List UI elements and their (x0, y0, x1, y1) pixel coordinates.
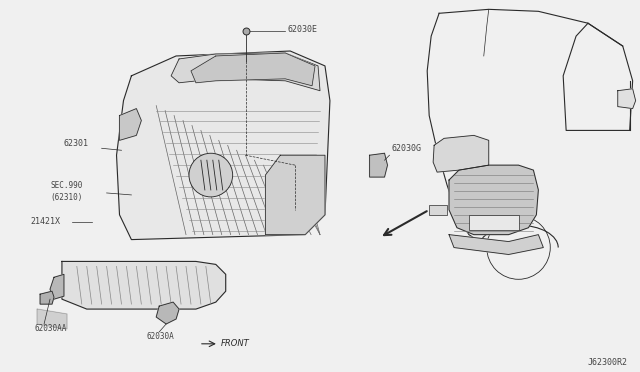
Bar (469, 215, 518, 230)
Polygon shape (62, 262, 226, 309)
Bar (429, 205, 447, 215)
Text: SEC.990: SEC.990 (50, 182, 83, 190)
Text: 62030E: 62030E (287, 25, 317, 34)
Text: 21421X: 21421X (30, 217, 60, 226)
Text: FRONT: FRONT (221, 339, 250, 348)
Polygon shape (370, 153, 387, 177)
Polygon shape (266, 155, 325, 235)
Text: 62030G: 62030G (392, 144, 422, 153)
Text: (62310): (62310) (50, 193, 83, 202)
Polygon shape (120, 109, 141, 140)
Polygon shape (171, 53, 320, 91)
Text: J62300R2: J62300R2 (588, 357, 628, 367)
Polygon shape (433, 135, 489, 172)
Text: 62030AA: 62030AA (34, 324, 67, 333)
Polygon shape (618, 89, 636, 109)
Polygon shape (449, 235, 543, 254)
Polygon shape (40, 291, 54, 304)
Circle shape (189, 153, 233, 197)
Polygon shape (156, 302, 179, 324)
Polygon shape (50, 274, 64, 299)
Polygon shape (116, 51, 330, 240)
Polygon shape (449, 165, 538, 235)
Polygon shape (37, 309, 67, 329)
Text: 62030A: 62030A (147, 332, 174, 341)
Polygon shape (191, 53, 315, 86)
Text: 62301: 62301 (64, 139, 89, 148)
